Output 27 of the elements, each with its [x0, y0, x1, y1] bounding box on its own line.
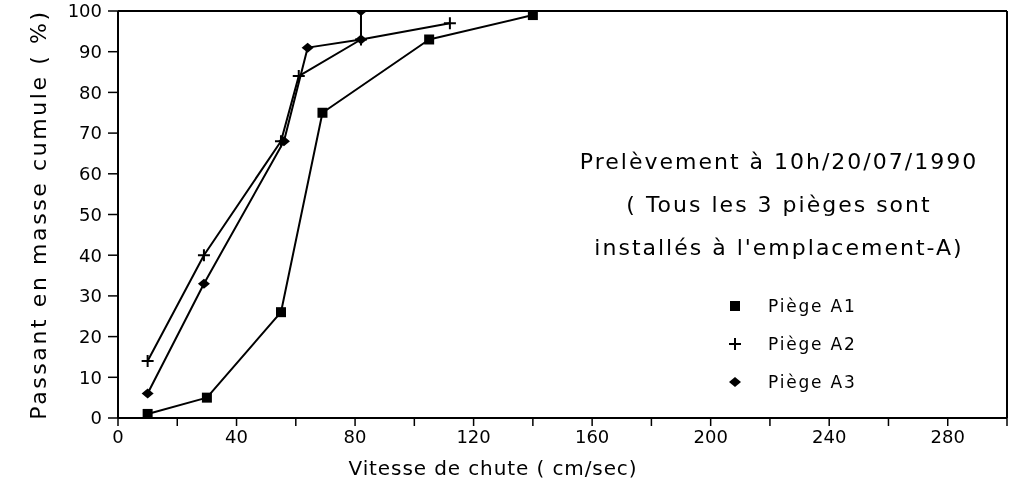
y-axis-title: Passant en masse cumule ( %)	[25, 9, 51, 420]
y-tick-label: 50	[79, 203, 102, 225]
x-tick-label: 40	[225, 425, 248, 447]
y-tick-label: 10	[79, 366, 102, 388]
x-tick-label: 0	[112, 425, 124, 447]
y-tick-label: 20	[79, 325, 102, 347]
legend-label: Piège A2	[768, 334, 857, 354]
x-tick-label: 240	[812, 425, 847, 447]
legend-label: Piège A1	[768, 296, 857, 316]
annotation: installés à l'emplacement-A)	[593, 234, 965, 262]
y-tick-label: 90	[79, 41, 102, 63]
x-tick-label: 160	[574, 425, 610, 447]
x-tick-label: 80	[343, 425, 367, 447]
y-tick-label: 40	[79, 244, 102, 266]
x-tick-label: 200	[693, 425, 728, 447]
y-tick-label: 100	[67, 0, 102, 22]
legend-label: Piège A3	[768, 372, 857, 392]
annotation: Prelèvement à 10h/20/07/1990	[578, 148, 980, 176]
x-tick-label: 280	[930, 425, 965, 447]
y-tick-label: 0	[90, 407, 102, 429]
annotation: ( Tous les 3 pièges sont	[625, 191, 933, 219]
y-tick-label: 60	[79, 163, 102, 185]
y-tick-label: 80	[79, 81, 102, 103]
y-tick-label: 30	[79, 285, 102, 307]
x-axis-title: Vitesse de chute ( cm/sec)	[348, 456, 638, 480]
x-tick-label: 120	[456, 425, 491, 447]
y-tick-label: 70	[79, 122, 102, 144]
